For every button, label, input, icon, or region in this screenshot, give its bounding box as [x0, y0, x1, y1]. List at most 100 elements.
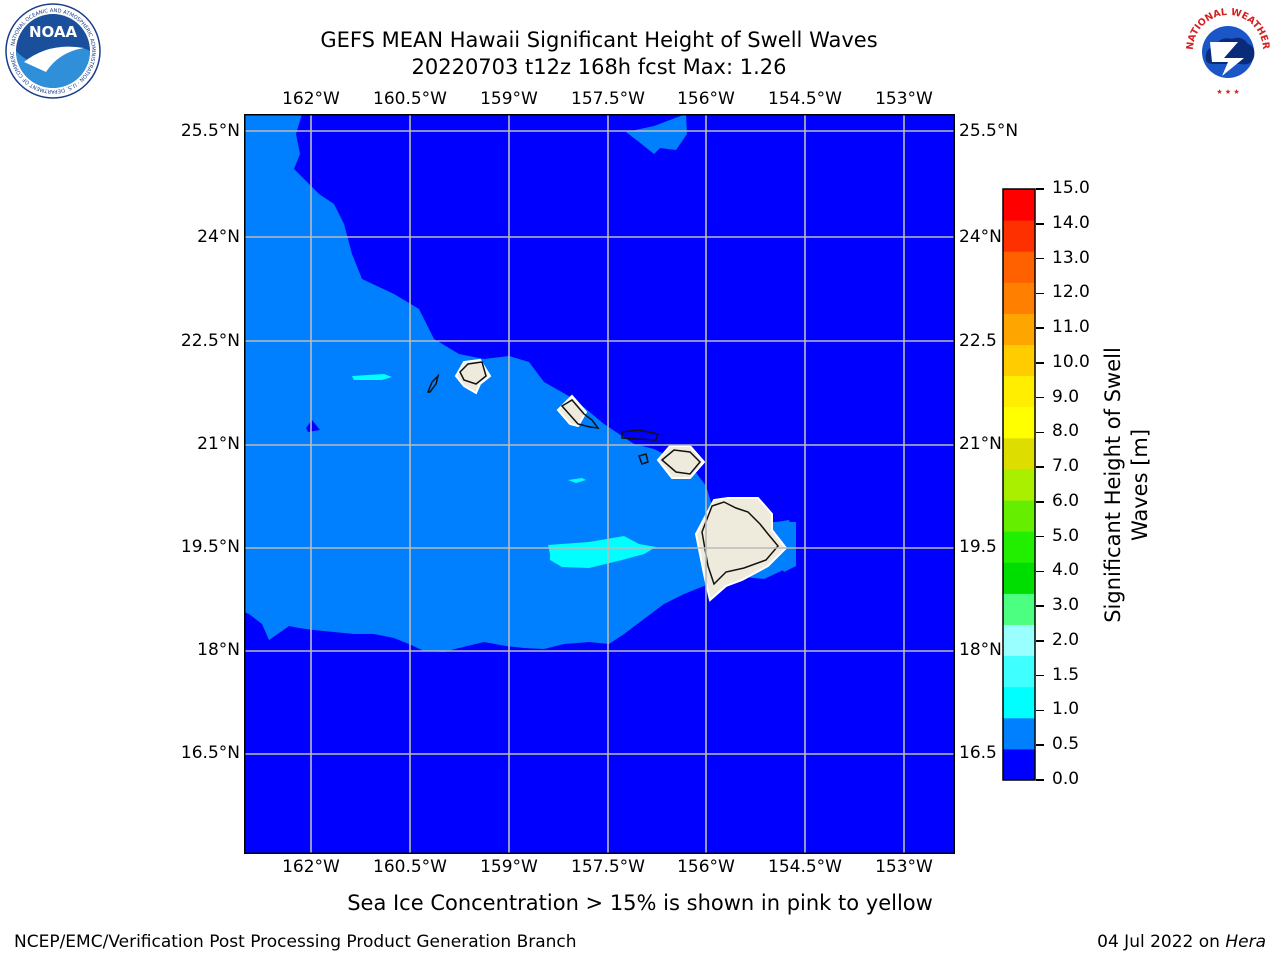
colorbar-swatch	[1003, 468, 1035, 501]
colorbar-swatch	[1003, 251, 1035, 283]
colorbar-tick-mark	[1036, 257, 1044, 260]
lon-tick-bottom: 162°W	[282, 857, 340, 877]
colorbar-tick-mark	[1036, 640, 1044, 642]
colorbar-tick-mark	[1036, 709, 1044, 712]
swell-band-1-1.5-small-center	[568, 478, 586, 483]
colorbar-tick-label: 1.5	[1052, 664, 1080, 685]
lon-tick-bottom: 160.5°W	[373, 857, 447, 877]
colorbar-tick-mark	[1036, 466, 1044, 468]
lon-tick-bottom: 156°W	[677, 857, 735, 877]
map-title: GEFS MEAN Hawaii Significant Height of S…	[320, 28, 878, 52]
colorbar-tick-mark	[1036, 362, 1044, 364]
lat-tick-right: 25.5°N	[959, 121, 1019, 141]
lat-tick-left: 16.5°N	[180, 743, 240, 763]
swell-band-1-1.5-small-west	[352, 374, 392, 380]
colorbar-swatch	[1003, 500, 1035, 532]
footer-machine: Hera	[1225, 932, 1266, 952]
lat-tick-right: 24°N	[959, 227, 1002, 247]
lon-tick-top: 154.5°W	[768, 89, 842, 109]
colorbar-tick-mark	[1036, 744, 1044, 746]
footer-date-text: 04 Jul 2022 on	[1097, 932, 1226, 952]
lon-tick-bottom: 154.5°W	[768, 857, 842, 877]
colorbar-tick-label: 11.0	[1052, 317, 1090, 338]
colorbar-label: Significant Height of Swell Waves [m]	[1100, 347, 1154, 623]
lon-tick-bottom: 153°W	[875, 857, 933, 877]
colorbar-swatch	[1003, 313, 1035, 346]
colorbar-tick-mark	[1036, 501, 1044, 503]
lon-tick-bottom: 159°W	[480, 857, 538, 877]
swell-band-1-1.5-large	[548, 536, 656, 568]
colorbar-tick-mark	[1036, 396, 1044, 399]
lon-tick-bottom: 157.5°W	[571, 857, 645, 877]
colorbar-tick-label: 13.0	[1052, 247, 1090, 268]
colorbar-swatch	[1003, 437, 1035, 470]
colorbar-swatch	[1003, 655, 1035, 688]
colorbar-tick-mark	[1036, 535, 1044, 538]
lat-tick-left: 18°N	[197, 640, 240, 660]
noaa-logo: NOAA NATIONAL OCEANIC AND ATMOSPHERIC AD…	[4, 2, 101, 99]
lat-tick-right: 21°N	[959, 434, 1002, 454]
colorbar-swatch	[1003, 189, 1035, 221]
colorbar-label-line2: Waves [m]	[1128, 428, 1152, 542]
colorbar-swatch	[1003, 593, 1035, 625]
colorbar-swatch	[1003, 344, 1035, 377]
lat-tick-right: 22.5	[959, 331, 997, 351]
colorbar-tick-mark	[1036, 674, 1044, 677]
colorbar-swatch	[1003, 406, 1035, 439]
lat-tick-left: 22.5°N	[180, 331, 240, 351]
colorbar-swatch	[1003, 562, 1035, 594]
colorbar-tick-mark	[1036, 223, 1044, 225]
colorbar-tick-mark	[1036, 431, 1044, 434]
swell-band-0.5-1	[244, 114, 796, 652]
lat-tick-right: 16.5	[959, 743, 997, 763]
swell-band-0.5-1-north-patch	[626, 114, 687, 154]
map-subtitle: 20220703 t12z 168h fcst Max: 1.26	[411, 55, 787, 79]
lon-tick-top: 160.5°W	[373, 89, 447, 109]
map-gridlines	[244, 114, 955, 854]
colorbar-tick-mark	[1036, 570, 1044, 573]
colorbar-tick-label: 9.0	[1052, 386, 1080, 407]
colorbar-tick-mark	[1036, 327, 1044, 329]
colorbar-swatch	[1003, 624, 1035, 657]
niihau-island	[426, 373, 440, 393]
colorbar-tick-label: 5.0	[1052, 525, 1080, 546]
dark-spot	[306, 420, 320, 432]
svg-text:★ ★ ★: ★ ★ ★	[1216, 88, 1239, 96]
colorbar-label-line1: Significant Height of Swell	[1101, 347, 1125, 623]
colorbar-tick-label: 7.0	[1052, 456, 1080, 477]
colorbar-tick-label: 14.0	[1052, 212, 1090, 233]
lat-tick-left: 19.5°N	[180, 537, 240, 557]
colorbar-tick-label: 8.0	[1052, 421, 1080, 442]
map-panel[interactable]	[244, 114, 955, 854]
colorbar-tick-label: 3.0	[1052, 595, 1080, 616]
lon-tick-top: 162°W	[282, 89, 340, 109]
colorbar-tick-label: 12.0	[1052, 282, 1090, 303]
colorbar-tick-label: 10.0	[1052, 351, 1090, 372]
lat-tick-right: 19.5	[959, 537, 997, 557]
colorbar-tick-mark	[1036, 292, 1044, 295]
colorbar-swatch	[1003, 717, 1035, 750]
colorbar-tick-label: 15.0	[1052, 178, 1090, 198]
lat-tick-right: 18°N	[959, 640, 1002, 660]
colorbar-tick-label: 6.0	[1052, 490, 1080, 511]
colorbar-tick-label: 2.0	[1052, 629, 1080, 650]
colorbar-swatch	[1003, 282, 1035, 314]
colorbar-tick-mark	[1036, 779, 1044, 781]
sea-ice-note: Sea Ice Concentration > 15% is shown in …	[347, 891, 933, 915]
noaa-logo-text: NOAA	[29, 23, 78, 41]
footer-credit: NCEP/EMC/Verification Post Processing Pr…	[14, 932, 577, 952]
nws-logo: NATIONAL WEATHER SERVICE ★ ★ ★	[1180, 2, 1274, 96]
lat-tick-left: 21°N	[197, 434, 240, 454]
colorbar-swatch	[1003, 748, 1035, 781]
lon-tick-top: 157.5°W	[571, 89, 645, 109]
lat-tick-left: 25.5°N	[180, 121, 240, 141]
colorbar-tick-label: 0.0	[1052, 769, 1080, 789]
molokai-island	[621, 429, 659, 441]
colorbar-tick-label: 4.0	[1052, 560, 1080, 581]
colorbar-swatch	[1003, 686, 1035, 719]
colorbar-swatch	[1003, 531, 1035, 563]
colorbar-tick-mark	[1036, 188, 1044, 190]
lon-tick-top: 153°W	[875, 89, 933, 109]
colorbar	[1002, 188, 1036, 781]
lon-tick-top: 159°W	[480, 89, 538, 109]
